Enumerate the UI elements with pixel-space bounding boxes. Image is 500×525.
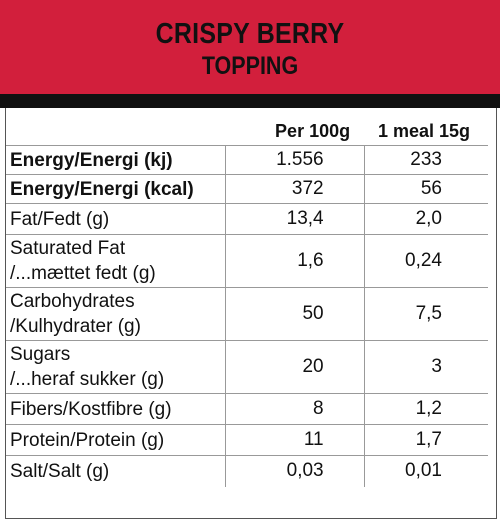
nutrient-label: Salt/Salt (g)	[6, 455, 226, 487]
table-row: Protein/Protein (g) 11 1,7	[6, 424, 488, 456]
value-per-100g: 8	[225, 393, 365, 425]
product-title-line1: CRISPY BERRY	[155, 18, 345, 50]
table-row: Salt/Salt (g) 0,03 0,01	[6, 455, 488, 487]
nutrient-label-line1: Energy/Energi (kcal)	[10, 178, 194, 200]
nutrient-label-line1: Fibers/Kostfibre (g)	[10, 398, 172, 420]
column-header-per-100g: Per 100g	[275, 121, 351, 141]
header-divider-bar	[0, 94, 500, 108]
value-per-100g: 50	[225, 287, 365, 341]
value-per-100g: 1,6	[225, 234, 365, 288]
nutrient-label-line1: Saturated Fat	[10, 238, 126, 259]
value-per-meal: 1,2	[363, 393, 488, 425]
nutrient-label: Carbohydrates/Kulhydrater (g)	[6, 287, 226, 341]
table-row: Fibers/Kostfibre (g) 8 1,2	[6, 393, 488, 425]
table-row: Energy/Energi (kj) 1.556 233	[6, 145, 488, 175]
value-per-meal: 2,0	[363, 203, 488, 235]
value-per-meal: 7,5	[363, 287, 488, 341]
nutrient-label-line1: Sugars	[10, 344, 71, 365]
value-per-100g: 20	[225, 340, 365, 394]
nutrient-label-line1: Energy/Energi (kj)	[10, 149, 173, 171]
nutrient-label-line2: /Kulhydrater (g)	[10, 316, 141, 337]
nutrition-table: Per 100g 1 meal 15g Energy/Energi (kj) 1.…	[6, 118, 488, 487]
nutrition-panel	[5, 108, 497, 519]
table-row: Fat/Fedt (g) 13,4 2,0	[6, 203, 488, 235]
nutrient-label-line1: Fat/Fedt (g)	[10, 208, 110, 230]
label-column-header	[6, 118, 226, 146]
value-per-100g: 0,03	[225, 455, 365, 487]
nutrient-label-line1: Salt/Salt (g)	[10, 460, 110, 482]
nutrient-label: Sugars /...heraf sukker (g)	[6, 340, 226, 394]
value-per-meal: 0,01	[363, 455, 488, 487]
nutrient-label-line1: Protein/Protein (g)	[10, 429, 165, 451]
value-per-meal: 0,24	[363, 234, 488, 288]
value-per-100g: 1.556	[225, 145, 365, 175]
value-per-meal: 1,7	[363, 424, 488, 456]
table-header-row: Per 100g 1 meal 15g	[6, 118, 488, 146]
table-row: Saturated Fat /...mættet fedt (g) 1,6 0,24	[6, 234, 488, 288]
table-row: Carbohydrates/Kulhydrater (g) 50 7,5	[6, 287, 488, 341]
table-row: Energy/Energi (kcal) 372 56	[6, 174, 488, 204]
nutrient-label: Fat/Fedt (g)	[6, 203, 226, 235]
table-row: Sugars /...heraf sukker (g) 20 3	[6, 340, 488, 394]
value-per-meal: 3	[363, 340, 488, 394]
value-per-meal: 233	[363, 145, 488, 175]
nutrient-label-line1: Carbohydrates	[10, 291, 135, 312]
value-per-meal: 56	[363, 174, 488, 204]
nutrient-label-line2: /...heraf sukker (g)	[10, 369, 165, 390]
nutrient-label: Protein/Protein (g)	[6, 424, 226, 456]
value-per-100g: 11	[225, 424, 365, 456]
nutrient-label: Energy/Energi (kj)	[6, 145, 226, 175]
product-header: CRISPY BERRY TOPPING	[0, 0, 500, 94]
value-per-100g: 372	[225, 174, 365, 204]
nutrient-label: Energy/Energi (kcal)	[6, 174, 226, 204]
product-title-line2: TOPPING	[201, 52, 299, 80]
column-header-per-meal: 1 meal 15g	[377, 121, 470, 141]
value-per-100g: 13,4	[225, 203, 365, 235]
nutrient-label: Fibers/Kostfibre (g)	[6, 393, 226, 425]
nutrient-label-line2: /...mættet fedt (g)	[10, 263, 156, 284]
nutrient-label: Saturated Fat /...mættet fedt (g)	[6, 234, 226, 288]
